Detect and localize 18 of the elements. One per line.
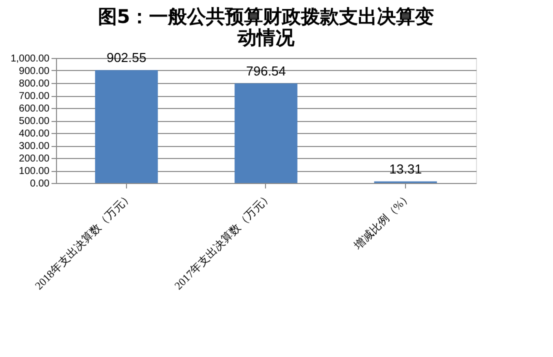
- data-label: 796.54: [246, 63, 286, 78]
- chart-title: 图5：一般公共预算财政拨款支出决算变动情况: [98, 6, 434, 50]
- y-tick-label: 400.00: [18, 128, 50, 140]
- x-tick-label: 增减比例（%）: [350, 190, 414, 253]
- bar: [95, 70, 158, 183]
- y-tick-label: 1,000.00: [10, 54, 50, 64]
- y-tick-label: 500.00: [18, 116, 50, 127]
- y-tick-label: 100.00: [18, 166, 50, 177]
- y-tick-label: 300.00: [18, 141, 50, 152]
- y-tick-label: 0.00: [30, 178, 50, 190]
- y-tick-label: 600.00: [18, 104, 50, 114]
- bar: [234, 83, 298, 183]
- y-tick-label: 200.00: [18, 154, 50, 164]
- y-tick-label: 700.00: [18, 91, 50, 102]
- y-tick-label: 900.00: [18, 66, 50, 77]
- data-label: 13.31: [389, 161, 422, 176]
- y-tick-label: 800.00: [18, 78, 50, 90]
- data-label: 902.55: [106, 50, 146, 66]
